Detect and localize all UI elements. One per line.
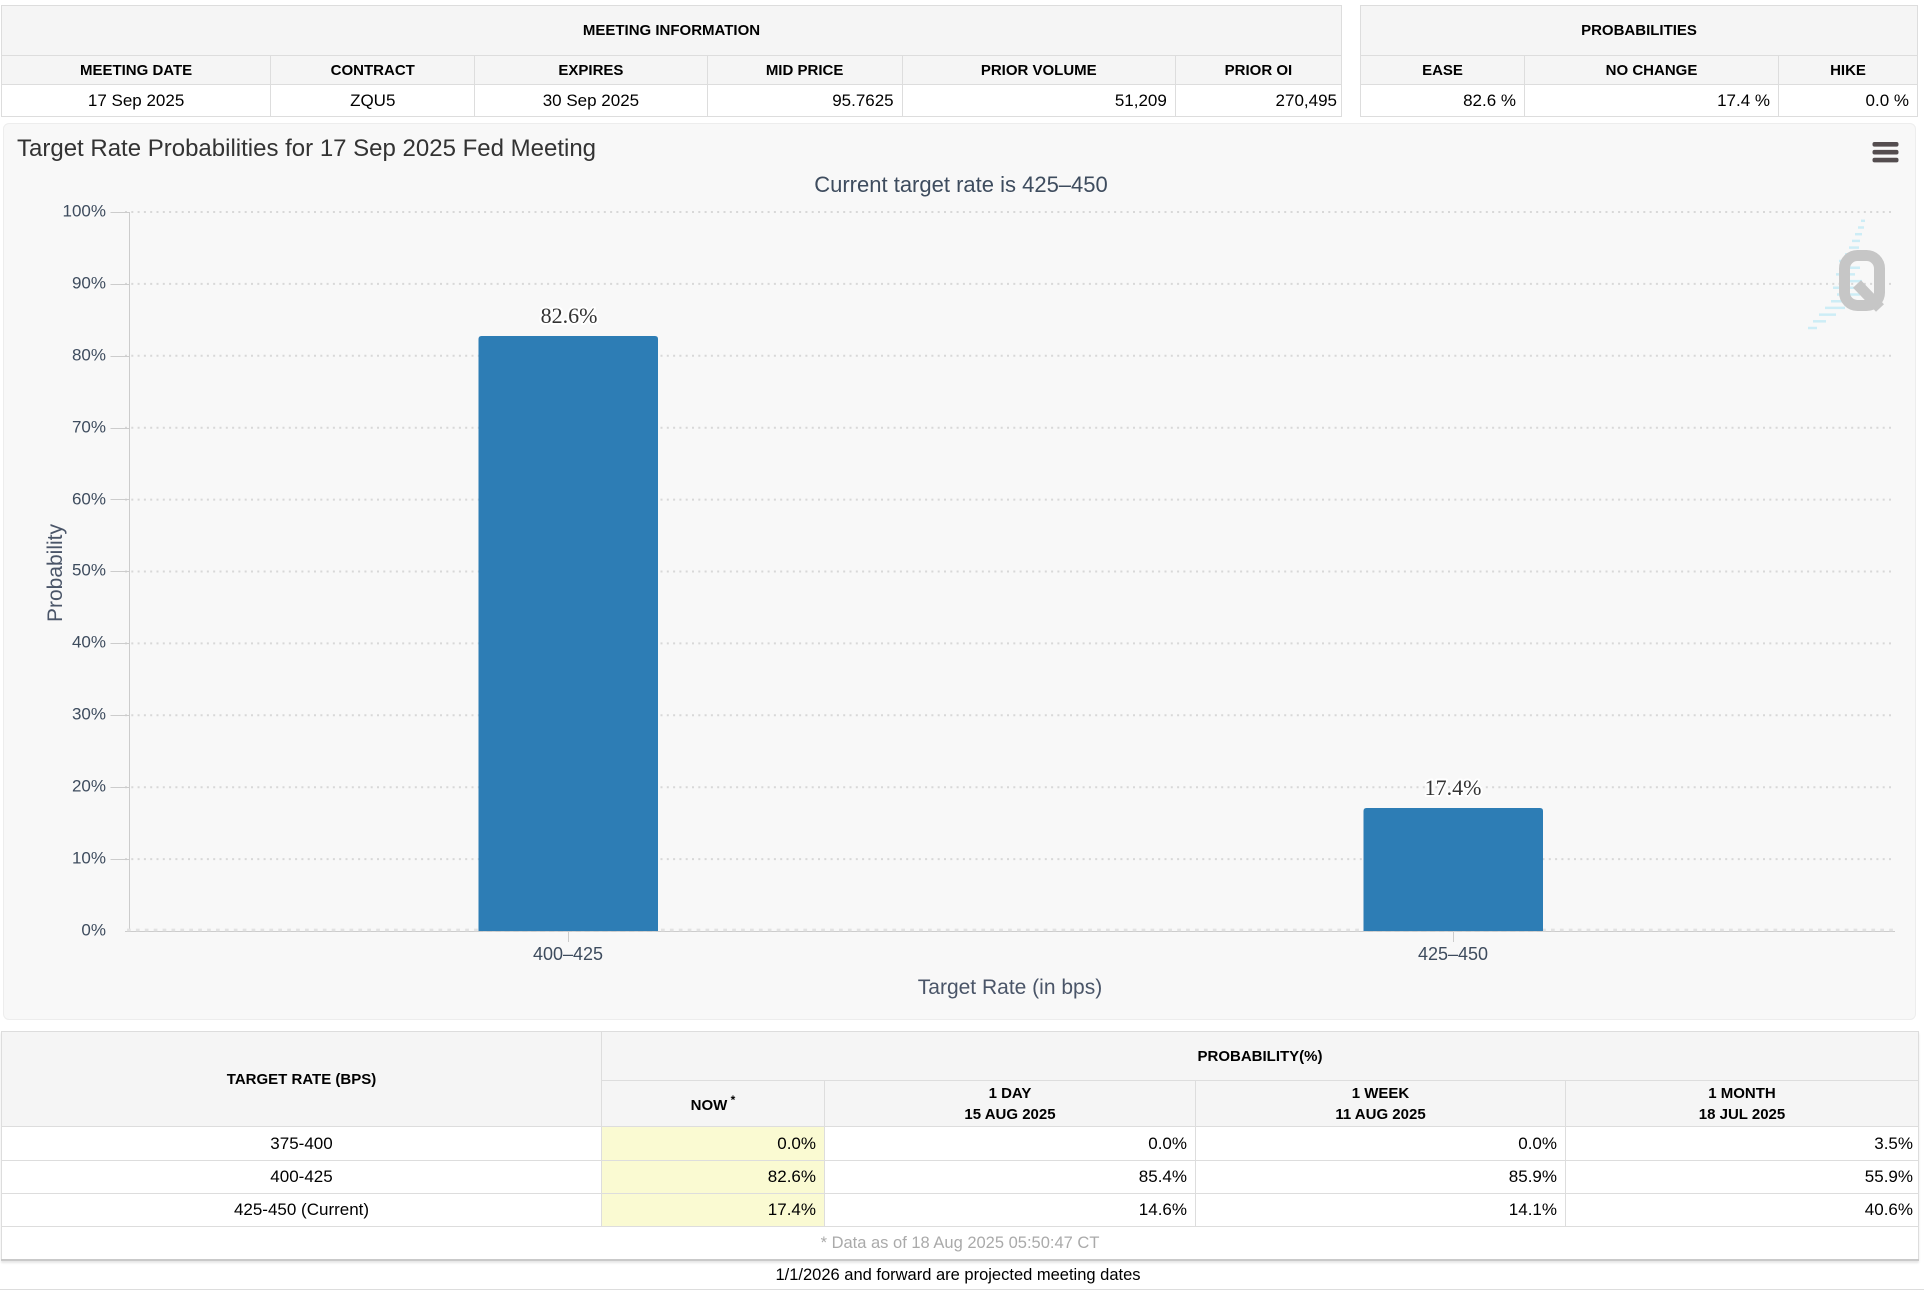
svg-text:82.6%: 82.6% <box>541 303 598 328</box>
svg-text:Current target rate is 425–450: Current target rate is 425–450 <box>814 172 1108 197</box>
svg-text:Target Rate (in bps): Target Rate (in bps) <box>918 976 1102 999</box>
svg-text:0%: 0% <box>81 921 106 940</box>
svg-text:Probability: Probability <box>44 523 67 622</box>
svg-text:100%: 100% <box>63 202 106 221</box>
svg-text:40%: 40% <box>72 633 106 652</box>
svg-text:400–425: 400–425 <box>533 944 603 964</box>
svg-text:425–450: 425–450 <box>1418 944 1488 964</box>
svg-text:60%: 60% <box>72 490 106 509</box>
svg-text:Target Rate Probabilities for: Target Rate Probabilities for 17 Sep 202… <box>17 135 596 162</box>
svg-text:20%: 20% <box>72 777 106 796</box>
svg-text:10%: 10% <box>72 849 106 868</box>
svg-text:80%: 80% <box>72 346 106 365</box>
svg-text:50%: 50% <box>72 561 106 580</box>
svg-text:70%: 70% <box>72 418 106 437</box>
svg-text:90%: 90% <box>72 274 106 293</box>
svg-text:17.4%: 17.4% <box>1425 775 1482 800</box>
svg-text:30%: 30% <box>72 705 106 724</box>
